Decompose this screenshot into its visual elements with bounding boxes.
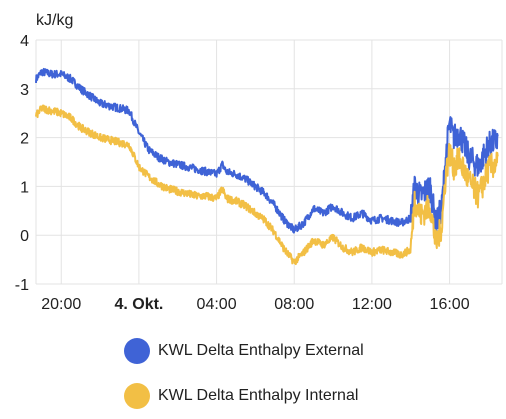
legend-label-internal: KWL Delta Enthalpy Internal bbox=[158, 387, 359, 404]
x-tick-label: 08:00 bbox=[274, 296, 314, 313]
legend-marker-internal bbox=[124, 383, 150, 409]
y-axis: -1 0 1 2 3 4 bbox=[15, 33, 29, 294]
x-tick-label: 20:00 bbox=[41, 296, 81, 313]
y-tick-label: 2 bbox=[20, 131, 29, 148]
x-tick-label: 4. Okt. bbox=[114, 296, 163, 313]
y-tick-label: 4 bbox=[20, 33, 29, 50]
grid bbox=[35, 39, 503, 285]
y-tick-label: 1 bbox=[20, 179, 29, 196]
legend-marker-external bbox=[124, 338, 150, 364]
legend-item-internal[interactable]: KWL Delta Enthalpy Internal bbox=[124, 383, 358, 409]
series-line-external[interactable] bbox=[35, 67, 499, 238]
legend-item-external[interactable]: KWL Delta Enthalpy External bbox=[124, 338, 364, 364]
y-axis-unit: kJ/kg bbox=[36, 12, 73, 29]
x-tick-label: 04:00 bbox=[197, 296, 237, 313]
y-tick-label: 0 bbox=[20, 228, 29, 245]
x-axis: 20:00 4. Okt. 04:00 08:00 12:00 16:00 bbox=[41, 296, 469, 313]
y-tick-label: -1 bbox=[15, 277, 29, 294]
y-tick-label: 3 bbox=[20, 82, 29, 99]
x-tick-label: 12:00 bbox=[352, 296, 392, 313]
series-layer bbox=[35, 67, 499, 266]
x-tick-label: 16:00 bbox=[430, 296, 470, 313]
series-line-internal[interactable] bbox=[35, 104, 499, 266]
legend-label-external: KWL Delta Enthalpy External bbox=[158, 342, 364, 359]
line-chart: -1 0 1 2 3 4 20:00 4. Okt. 04:00 08:00 12:00 16:00… bbox=[15, 12, 503, 313]
